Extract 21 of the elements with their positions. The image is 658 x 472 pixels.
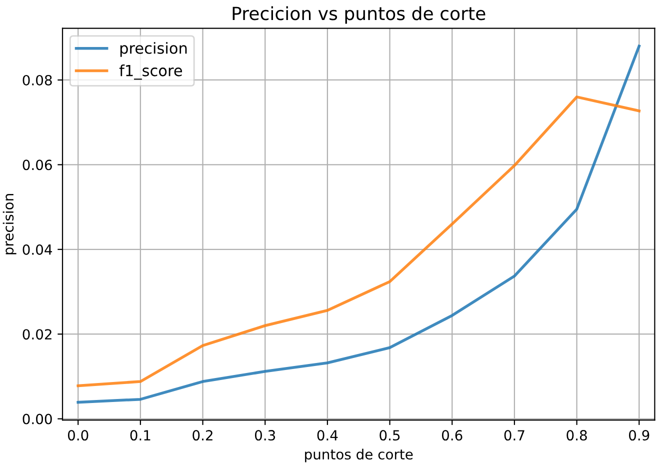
y-tick-label: 0.02 [22, 329, 52, 340]
x-tick-label: 0.0 [68, 430, 88, 441]
legend-label: precision [120, 42, 187, 57]
x-tick-label: 0.7 [504, 430, 524, 441]
x-tick-label: 0.6 [442, 430, 462, 441]
x-tick-label: 0.3 [254, 430, 276, 441]
x-tick-label: 0.4 [317, 430, 338, 441]
y-axis-title: precision [2, 194, 16, 254]
x-axis-title: puntos de corte [305, 448, 413, 462]
line-series [76, 96, 641, 388]
y-tick-label: 0.08 [22, 74, 52, 86]
x-tick-label: 0.8 [566, 430, 587, 441]
legend-label: f1_score [119, 64, 182, 80]
x-tick-label: 0.9 [629, 430, 650, 441]
chart-title: Precicion vs puntos de corte [232, 6, 486, 24]
y-tick-label: 0.00 [22, 414, 52, 424]
y-tick-label: 0.04 [22, 244, 52, 255]
x-tick-label: 0.2 [192, 430, 212, 441]
x-tick-label: 0.1 [130, 430, 150, 441]
x-tick-label: 0.5 [380, 430, 400, 441]
y-tick-label: 0.06 [22, 160, 52, 170]
